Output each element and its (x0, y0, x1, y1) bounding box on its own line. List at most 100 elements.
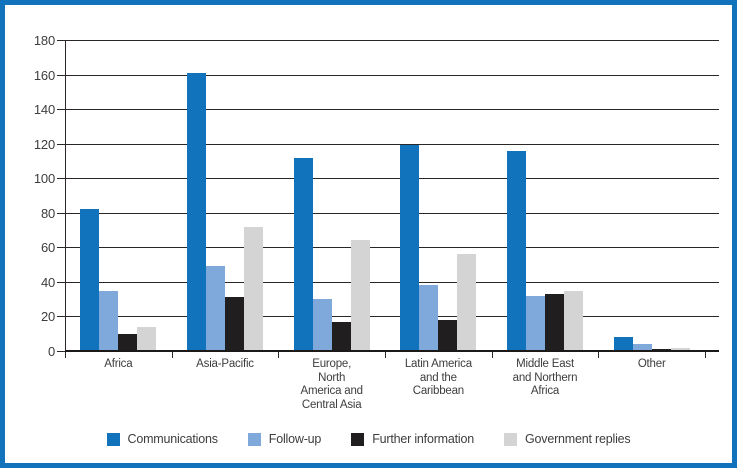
y-tick-160 (57, 74, 65, 76)
x-tick-3 (385, 351, 386, 358)
y-tick-label-40: 40 (40, 274, 55, 290)
legend-label: Further information (372, 432, 474, 446)
bar-communications (187, 72, 206, 351)
bar-follow-up (312, 299, 332, 351)
legend-label: Government replies (525, 432, 631, 446)
category-label-line: Other (637, 358, 666, 370)
legend-item-follow-up: Follow-up (247, 432, 322, 446)
bar-communications (293, 157, 313, 351)
x-tick-4 (491, 351, 493, 358)
bar-communications (80, 209, 100, 351)
legend-item-further-information: Further information (351, 432, 474, 446)
y-tick-label-120: 120 (33, 136, 55, 152)
bar-government-replies (457, 254, 477, 351)
y-tick-label-140: 140 (33, 102, 55, 118)
category-label-2: Europe, North America and Central Asia (278, 358, 385, 412)
bar-follow-up (99, 290, 119, 351)
y-tick-label-160: 160 (33, 67, 55, 83)
y-tick-120 (57, 143, 65, 145)
y-tick-60 (57, 247, 65, 249)
gridline-160 (65, 74, 719, 76)
y-tick-0 (57, 351, 65, 352)
bar-follow-up (526, 295, 546, 351)
x-tick-1 (171, 351, 173, 358)
category-label-0: Africa (65, 358, 172, 412)
x-axis-line (65, 350, 719, 352)
y-tick-label-60: 60 (40, 240, 55, 256)
bar-further-information (331, 321, 351, 351)
bar-group-1 (172, 40, 279, 351)
y-tick-label-80: 80 (40, 205, 55, 221)
bar-group-3 (385, 40, 492, 351)
bar-groups (65, 40, 705, 351)
legend-swatch-icon (351, 432, 365, 446)
bar-government-replies (670, 347, 690, 351)
y-tick-80 (57, 212, 65, 214)
bar-communications (400, 145, 420, 351)
bar-government-replies (350, 240, 370, 351)
gridline-140 (65, 109, 719, 111)
legend-label: Follow-up (268, 432, 322, 446)
legend: Communications Follow-up Further informati… (5, 432, 732, 446)
legend-swatch-icon (504, 432, 517, 446)
category-label-1: Asia-Pacific (172, 358, 279, 412)
category-label-line: America and (300, 385, 364, 397)
legend-item-communications: Communications (106, 432, 218, 446)
bar-follow-up (206, 266, 225, 351)
bar-further-information (225, 297, 244, 351)
legend-swatch-icon (247, 432, 261, 446)
y-tick-140 (57, 109, 65, 111)
category-label-line: Middle East (516, 358, 574, 370)
gridline-180 (65, 40, 719, 41)
y-tick-100 (57, 178, 65, 180)
y-tick-label-180: 180 (33, 33, 55, 48)
category-label-4: Middle East and Northern Africa (492, 358, 599, 412)
x-tick-6 (705, 351, 706, 358)
category-label-5: Other (598, 358, 705, 412)
bar-communications (613, 337, 633, 351)
y-tick-label-100: 100 (33, 171, 55, 187)
gridline-60 (65, 247, 719, 249)
bar-government-replies (137, 326, 157, 351)
x-tick-5 (598, 351, 600, 358)
bar-group-2 (278, 40, 385, 351)
legend-label: Communications (127, 432, 218, 446)
bar-further-information (118, 333, 138, 351)
bar-group-0 (65, 40, 172, 351)
bar-government-replies (564, 290, 584, 351)
category-label-line: Europe, (312, 358, 352, 370)
y-tick-label-0: 0 (47, 344, 55, 359)
gridline-20 (65, 316, 719, 318)
category-labels: Africa Asia-Pacific Europe, North America an… (65, 358, 705, 412)
bar-follow-up (419, 285, 439, 351)
category-label-line: Africa (530, 385, 560, 397)
bar-group-5 (598, 40, 705, 351)
bar-communications (507, 150, 527, 351)
category-label-line: and Northern (512, 371, 578, 384)
y-tick-20 (57, 316, 65, 318)
legend-swatch-icon (106, 432, 120, 446)
category-label-3: Latin America and the Caribbean (385, 358, 492, 412)
gridline-100 (65, 178, 719, 180)
gridline-120 (65, 143, 719, 145)
y-tick-label-20: 20 (40, 309, 55, 325)
plot-area (65, 40, 719, 352)
category-label-line: and the (419, 371, 457, 384)
category-label-line: Caribbean (412, 385, 464, 397)
bar-further-information (438, 319, 458, 351)
bar-follow-up (632, 344, 652, 351)
category-label-line: North (318, 371, 346, 384)
bar-chart: 0 20 40 60 80 100 120 140 160 180 Africa Asia-Paci… (5, 5, 732, 463)
gridline-40 (65, 281, 719, 283)
legend-item-government-replies: Government replies (504, 432, 631, 446)
bar-further-information (545, 293, 565, 351)
bar-government-replies (244, 226, 263, 351)
y-axis-line (65, 40, 66, 353)
category-label-line: Central Asia (301, 398, 362, 411)
y-tick-180 (57, 40, 65, 41)
category-label-line: Latin America (404, 358, 472, 370)
bar-group-4 (492, 40, 599, 351)
y-tick-40 (57, 281, 65, 283)
category-label-line: Africa (104, 358, 133, 370)
